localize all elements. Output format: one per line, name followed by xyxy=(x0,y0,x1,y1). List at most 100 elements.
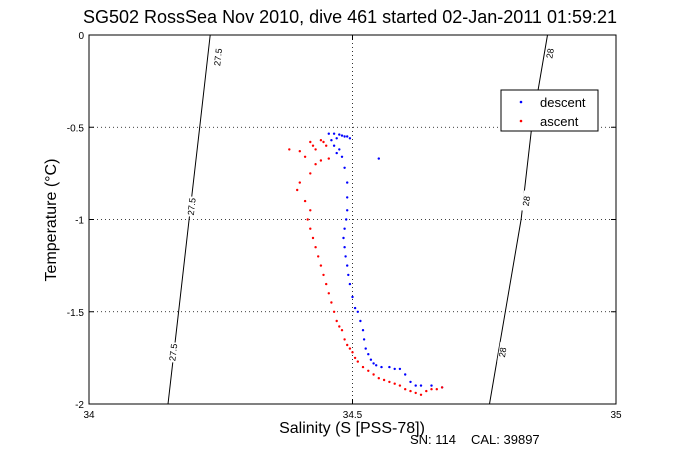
legend-descent-label: descent xyxy=(540,95,586,110)
data-point-ascent xyxy=(298,181,301,184)
isopycnal-label: 28 xyxy=(521,195,532,206)
isopycnal-label-bg xyxy=(497,341,509,363)
data-point-ascent xyxy=(298,150,301,153)
data-point-ascent xyxy=(314,246,317,249)
data-point-ascent xyxy=(317,255,320,258)
data-point-descent xyxy=(393,367,396,371)
data-point-descent xyxy=(338,148,341,151)
data-point-descent xyxy=(348,282,352,286)
x-tick-label: 35 xyxy=(610,410,622,421)
x-tick-label: 34 xyxy=(83,410,95,421)
data-point-descent xyxy=(380,365,383,369)
data-point-ascent xyxy=(343,338,346,341)
data-point-descent xyxy=(330,139,333,142)
data-point-ascent xyxy=(340,329,344,332)
data-point-descent xyxy=(377,157,380,160)
legend-descent-marker xyxy=(519,100,523,104)
data-point-ascent xyxy=(398,384,402,387)
data-point-ascent xyxy=(288,148,291,151)
isopycnal-label: 27.5 xyxy=(212,48,224,67)
data-point-descent xyxy=(332,144,336,147)
data-point-descent xyxy=(361,329,365,332)
legend: descent ascent xyxy=(500,89,599,132)
data-point-ascent xyxy=(372,373,375,376)
data-point-ascent xyxy=(419,393,423,396)
data-point-descent xyxy=(346,181,349,184)
data-point-ascent xyxy=(335,319,338,323)
data-point-ascent xyxy=(425,389,428,393)
data-point-ascent xyxy=(327,157,330,160)
isopycnal-label-bg xyxy=(213,46,224,68)
isopycnal-label-bg xyxy=(186,196,197,217)
grid xyxy=(89,35,616,404)
data-point-descent xyxy=(369,358,373,361)
data-point-descent xyxy=(343,135,346,138)
data-point-descent xyxy=(340,155,344,158)
isopycnal-label-bg xyxy=(544,42,556,64)
chart-title: SG502 RossSea Nov 2010, dive 461 started… xyxy=(83,7,617,27)
isopycnal-label: 28 xyxy=(544,48,555,59)
y-tick-label: -1.5 xyxy=(67,308,85,319)
calibration-number: CAL: 39897 xyxy=(471,432,540,447)
data-point-descent xyxy=(375,364,378,367)
data-point-ascent xyxy=(322,140,325,144)
data-point-ascent xyxy=(327,292,330,295)
data-point-descent xyxy=(414,384,417,387)
data-point-ascent xyxy=(296,188,299,192)
data-point-descent xyxy=(356,310,359,313)
data-point-descent xyxy=(430,384,433,387)
data-point-ascent xyxy=(356,360,359,363)
data-point-ascent xyxy=(353,356,357,360)
y-tick-label: -0.5 xyxy=(67,123,85,134)
data-point-ascent xyxy=(361,365,365,369)
data-point-descent xyxy=(404,373,407,376)
data-point-descent xyxy=(344,255,347,258)
data-point-ascent xyxy=(319,139,323,142)
data-point-ascent xyxy=(404,388,407,391)
data-point-ascent xyxy=(319,159,323,162)
data-point-descent xyxy=(346,196,349,199)
data-point-descent xyxy=(338,133,341,136)
serial-number: SN: 114 xyxy=(410,432,456,447)
isopycnal-label: 27.5 xyxy=(186,197,198,216)
isopycnal-label-bg xyxy=(520,190,532,212)
isopycnal-contours: 27.5 27.5 27.5 28 28 28 xyxy=(167,34,556,405)
data-point-ascent xyxy=(330,301,333,304)
isopycnal-label: 27.5 xyxy=(167,343,179,362)
legend-ascent-marker xyxy=(519,119,523,123)
data-point-ascent xyxy=(393,382,396,385)
data-point-descent xyxy=(345,218,348,221)
data-point-ascent xyxy=(325,144,328,147)
data-point-descent xyxy=(398,367,402,371)
data-point-ascent xyxy=(311,144,315,147)
data-point-descent xyxy=(351,295,354,299)
data-point-descent xyxy=(335,137,338,140)
legend-ascent-label: ascent xyxy=(540,114,579,129)
data-point-ascent xyxy=(382,378,386,382)
series-ascent xyxy=(288,139,444,396)
data-point-descent xyxy=(409,380,412,384)
data-point-ascent xyxy=(309,140,312,144)
data-point-descent xyxy=(347,273,350,277)
data-point-descent xyxy=(348,137,352,140)
data-point-ascent xyxy=(303,155,307,158)
data-point-ascent xyxy=(322,273,325,277)
data-point-ascent xyxy=(325,282,328,286)
data-point-ascent xyxy=(430,388,433,391)
y-tick-label: -2 xyxy=(75,400,84,411)
axis-ticks: 34 34.5 35 0 -0.5 -1 -1.5 -2 xyxy=(67,31,622,421)
data-point-descent xyxy=(343,166,346,169)
data-point-ascent xyxy=(311,236,315,240)
data-point-ascent xyxy=(309,172,312,175)
data-point-ascent xyxy=(346,343,349,347)
data-point-descent xyxy=(346,209,349,212)
data-point-ascent xyxy=(332,310,336,313)
data-point-descent xyxy=(346,135,349,138)
data-point-descent xyxy=(419,384,423,387)
data-point-ascent xyxy=(306,218,309,221)
data-point-descent xyxy=(340,134,344,137)
data-point-ascent xyxy=(409,389,412,393)
data-point-descent xyxy=(332,132,336,135)
x-tick-label: 34.5 xyxy=(343,410,363,421)
isopycnal-label-bg xyxy=(168,341,179,363)
